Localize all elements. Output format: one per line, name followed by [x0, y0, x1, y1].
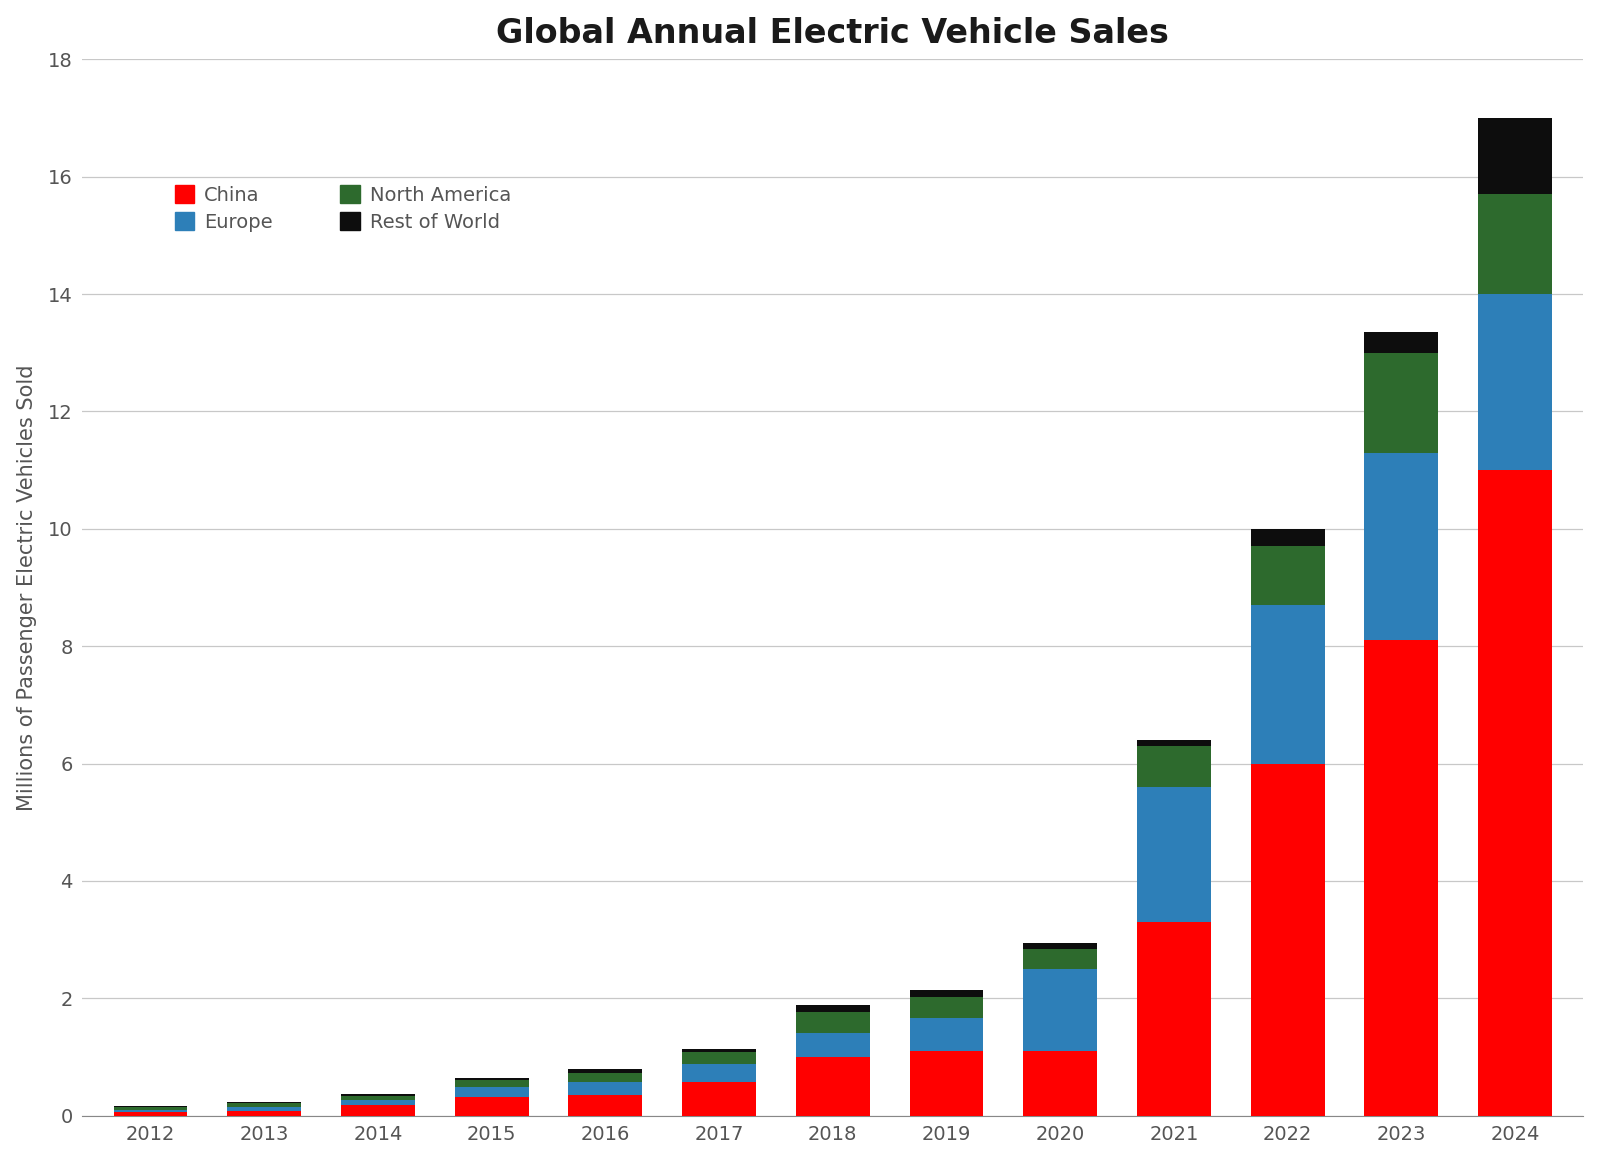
Bar: [114, 1112, 187, 1116]
Bar: [1251, 605, 1325, 764]
Bar: [227, 1111, 301, 1116]
Y-axis label: Millions of Passenger Electric Vehicles Sold: Millions of Passenger Electric Vehicles …: [16, 365, 37, 810]
Bar: [1251, 528, 1325, 547]
Bar: [1024, 1051, 1098, 1116]
Bar: [568, 1073, 642, 1082]
Bar: [1138, 740, 1211, 745]
Bar: [227, 1103, 301, 1106]
Bar: [1138, 745, 1211, 787]
Bar: [1251, 764, 1325, 1116]
Bar: [341, 1096, 414, 1101]
Bar: [114, 1106, 187, 1110]
Bar: [682, 1063, 757, 1082]
Bar: [227, 1102, 301, 1103]
Bar: [1024, 949, 1098, 969]
Bar: [1478, 294, 1552, 470]
Bar: [909, 1018, 984, 1051]
Bar: [568, 1082, 642, 1095]
Bar: [795, 1012, 870, 1033]
Bar: [1478, 118, 1552, 194]
Bar: [1138, 922, 1211, 1116]
Bar: [1138, 787, 1211, 922]
Bar: [795, 1033, 870, 1057]
Bar: [682, 1048, 757, 1052]
Bar: [1024, 943, 1098, 949]
Legend: China, Europe, North America, Rest of World: China, Europe, North America, Rest of Wo…: [174, 186, 510, 232]
Bar: [795, 1057, 870, 1116]
Title: Global Annual Electric Vehicle Sales: Global Annual Electric Vehicle Sales: [496, 16, 1170, 50]
Bar: [341, 1101, 414, 1105]
Bar: [454, 1081, 528, 1088]
Bar: [341, 1105, 414, 1116]
Bar: [227, 1106, 301, 1111]
Bar: [1365, 640, 1438, 1116]
Bar: [114, 1110, 187, 1112]
Bar: [454, 1097, 528, 1116]
Bar: [1365, 332, 1438, 353]
Bar: [568, 1095, 642, 1116]
Bar: [1478, 470, 1552, 1116]
Bar: [1365, 353, 1438, 453]
Bar: [1024, 969, 1098, 1051]
Bar: [454, 1088, 528, 1097]
Bar: [682, 1052, 757, 1063]
Bar: [795, 1005, 870, 1012]
Bar: [682, 1082, 757, 1116]
Bar: [909, 990, 984, 997]
Bar: [341, 1094, 414, 1096]
Bar: [909, 997, 984, 1018]
Bar: [909, 1051, 984, 1116]
Bar: [1251, 547, 1325, 605]
Bar: [568, 1069, 642, 1073]
Bar: [1478, 194, 1552, 294]
Bar: [454, 1079, 528, 1081]
Bar: [1365, 453, 1438, 640]
